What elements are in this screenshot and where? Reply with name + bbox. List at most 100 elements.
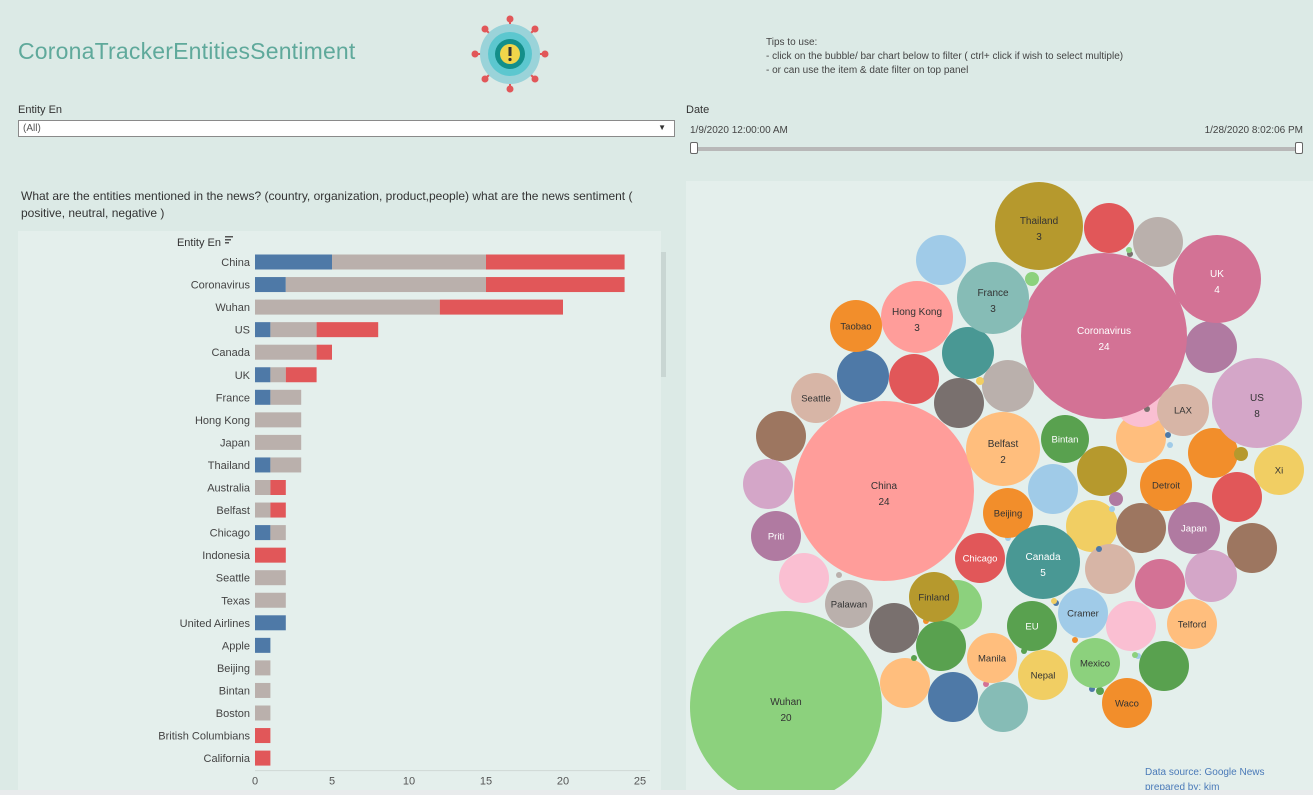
entity-bubble[interactable]	[869, 603, 919, 653]
entity-bubble[interactable]	[1109, 506, 1115, 512]
bar-segment[interactable]	[270, 502, 286, 518]
bar-category-label[interactable]: Thailand	[208, 460, 250, 472]
entity-bubble[interactable]	[825, 580, 873, 628]
entity-bubble[interactable]	[1212, 358, 1302, 448]
entity-bubble[interactable]	[983, 488, 1033, 538]
bar-segment[interactable]	[270, 457, 302, 473]
bar-category-label[interactable]: Chicago	[210, 528, 250, 540]
entity-bubble[interactable]	[1139, 641, 1189, 691]
bar-category-label[interactable]: Australia	[207, 483, 251, 495]
bar-segment[interactable]	[270, 525, 286, 541]
bar-segment[interactable]	[255, 728, 271, 744]
bar-segment[interactable]	[255, 592, 286, 608]
bar-segment[interactable]	[439, 299, 563, 315]
entity-bubble[interactable]	[1096, 546, 1102, 552]
bar-segment[interactable]	[316, 322, 379, 338]
entity-bubble[interactable]	[1185, 550, 1237, 602]
bar-segment[interactable]	[255, 389, 271, 405]
bar-category-label[interactable]: Canada	[211, 347, 250, 359]
bar-segment[interactable]	[332, 254, 486, 270]
entity-bubble[interactable]	[1212, 472, 1262, 522]
bar-segment[interactable]	[285, 367, 317, 383]
entity-bubble[interactable]	[916, 621, 966, 671]
entity-bubble[interactable]	[909, 572, 959, 622]
entity-bubble[interactable]	[1028, 464, 1078, 514]
bar-segment[interactable]	[270, 480, 286, 495]
bar-chart-scrollbar[interactable]	[661, 252, 666, 377]
bar-segment[interactable]	[255, 525, 271, 541]
entity-bubble[interactable]	[1025, 272, 1039, 286]
entity-bubble[interactable]	[880, 658, 930, 708]
bar-segment[interactable]	[255, 322, 271, 338]
bar-category-label[interactable]: California	[204, 753, 251, 765]
bar-category-label[interactable]: Boston	[216, 708, 250, 720]
bar-category-label[interactable]: US	[235, 325, 250, 337]
bar-segment[interactable]	[255, 412, 302, 428]
entity-bubble[interactable]	[751, 511, 801, 561]
entity-bubble[interactable]	[1058, 588, 1108, 638]
bar-segment[interactable]	[255, 367, 271, 383]
entity-bubble[interactable]	[1165, 432, 1171, 438]
bar-segment[interactable]	[316, 344, 332, 360]
bar-segment[interactable]	[255, 344, 317, 360]
entity-bubble[interactable]	[1135, 559, 1185, 609]
entity-bubble[interactable]	[1167, 599, 1217, 649]
entity-bubble[interactable]	[1084, 203, 1134, 253]
entity-bubble[interactable]	[1077, 446, 1127, 496]
entity-bubble[interactable]	[743, 459, 793, 509]
bar-segment[interactable]	[255, 480, 271, 495]
bar-segment[interactable]	[255, 254, 332, 270]
bar-segment[interactable]	[255, 660, 271, 676]
entity-bubble[interactable]	[982, 360, 1034, 412]
bar-category-label[interactable]: China	[221, 257, 251, 269]
entity-bubble[interactable]	[881, 281, 953, 353]
entity-bubble[interactable]	[1102, 678, 1152, 728]
entity-bubble[interactable]	[1168, 502, 1220, 554]
entity-bubble[interactable]	[957, 262, 1029, 334]
bar-segment[interactable]	[486, 254, 625, 270]
entity-bubble[interactable]	[978, 682, 1028, 732]
entity-bubble[interactable]	[955, 533, 1005, 583]
entity-bubble[interactable]	[756, 411, 806, 461]
bar-category-label[interactable]: Seattle	[216, 573, 250, 585]
bar-segment[interactable]	[255, 434, 302, 450]
bar-category-label[interactable]: Hong Kong	[195, 415, 250, 427]
entity-bubble[interactable]	[1140, 459, 1192, 511]
entity-bubble[interactable]	[889, 354, 939, 404]
entity-bubble[interactable]	[1085, 544, 1135, 594]
bar-segment[interactable]	[255, 570, 286, 586]
bar-segment[interactable]	[255, 299, 440, 315]
entity-bubble[interactable]	[1116, 413, 1166, 463]
entity-bubble[interactable]	[1167, 442, 1173, 448]
entity-bubble[interactable]	[911, 655, 917, 661]
entity-bubble[interactable]	[830, 300, 882, 352]
entity-bubble[interactable]	[916, 235, 966, 285]
bar-category-label[interactable]: United Airlines	[180, 618, 251, 630]
bar-category-label[interactable]: France	[216, 392, 250, 404]
entity-bubble[interactable]	[837, 350, 889, 402]
bar-segment[interactable]	[270, 389, 302, 405]
entity-bubble[interactable]	[1106, 601, 1156, 651]
date-start-handle[interactable]	[690, 142, 698, 154]
bar-category-label[interactable]: UK	[235, 370, 251, 382]
bar-category-label[interactable]: Indonesia	[202, 550, 251, 562]
sort-icon[interactable]	[225, 236, 233, 244]
entity-bubble[interactable]	[779, 553, 829, 603]
entity-bubble[interactable]	[1157, 384, 1209, 436]
date-end-handle[interactable]	[1295, 142, 1303, 154]
bar-segment[interactable]	[255, 750, 271, 766]
entity-bubble[interactable]	[1188, 428, 1238, 478]
bar-category-label[interactable]: Apple	[222, 640, 250, 652]
entity-bubble[interactable]	[1126, 247, 1132, 253]
entity-bubble[interactable]	[1132, 652, 1138, 658]
entity-bubble[interactable]	[1185, 321, 1237, 373]
bar-category-label[interactable]: Coronavirus	[191, 280, 251, 292]
bar-segment[interactable]	[486, 277, 625, 293]
bar-category-label[interactable]: Belfast	[216, 505, 250, 517]
entity-bubble[interactable]	[995, 182, 1083, 270]
entity-bubble[interactable]	[1109, 492, 1123, 506]
entity-bubble[interactable]	[1254, 445, 1304, 495]
entity-bubble[interactable]	[966, 412, 1040, 486]
entity-bubble[interactable]	[1072, 637, 1078, 643]
